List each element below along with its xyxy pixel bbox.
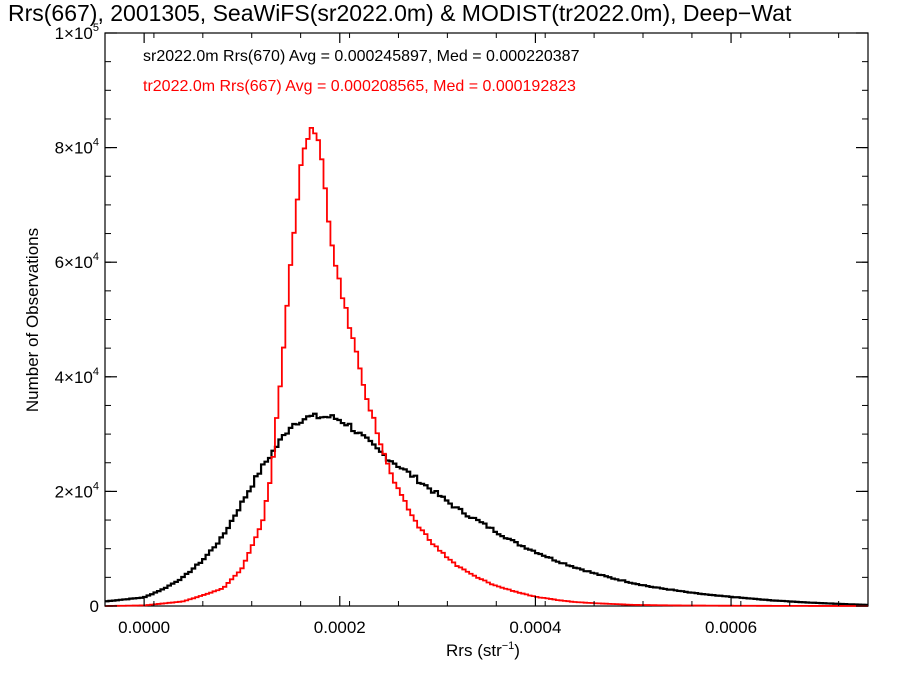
y-tick-label: 4×104 <box>55 366 99 387</box>
y-tick-label: 8×104 <box>55 137 99 158</box>
legend: sr2022.0m Rrs(670) Avg = 0.000245897, Me… <box>143 48 580 95</box>
y-axis-label: Number of Observations <box>23 228 42 412</box>
x-tick-label: 0.0000 <box>118 618 170 637</box>
legend-entry-2: tr2022.0m Rrs(667) Avg = 0.000208565, Me… <box>143 78 576 95</box>
x-tick-label: 0.0002 <box>314 618 366 637</box>
y-tick-label: 0 <box>90 597 99 616</box>
x-tick-label: 0.0006 <box>705 618 757 637</box>
legend-entry-1: sr2022.0m Rrs(670) Avg = 0.000245897, Me… <box>143 48 580 65</box>
series-line-2 <box>105 126 868 607</box>
y-tick-label: 1×105 <box>55 22 99 43</box>
plot-frame <box>104 32 869 607</box>
chart-title: Rrs(667), 2001305, SeaWiFS(sr2022.0m) & … <box>8 0 792 26</box>
y-tick-label: 6×104 <box>55 251 99 272</box>
x-tick-label: 0.0004 <box>509 618 561 637</box>
y-axis-ticks: 0 2×104 4×104 6×104 8×104 1×105 <box>55 22 868 616</box>
x-axis-label: Rrs (str−1) <box>446 640 520 660</box>
series-line-1 <box>105 412 868 606</box>
plot-area <box>104 32 869 607</box>
y-tick-label: 2×104 <box>55 480 99 501</box>
x-axis-ticks: 0.0000 0.0002 0.0004 0.0006 <box>104 33 840 637</box>
